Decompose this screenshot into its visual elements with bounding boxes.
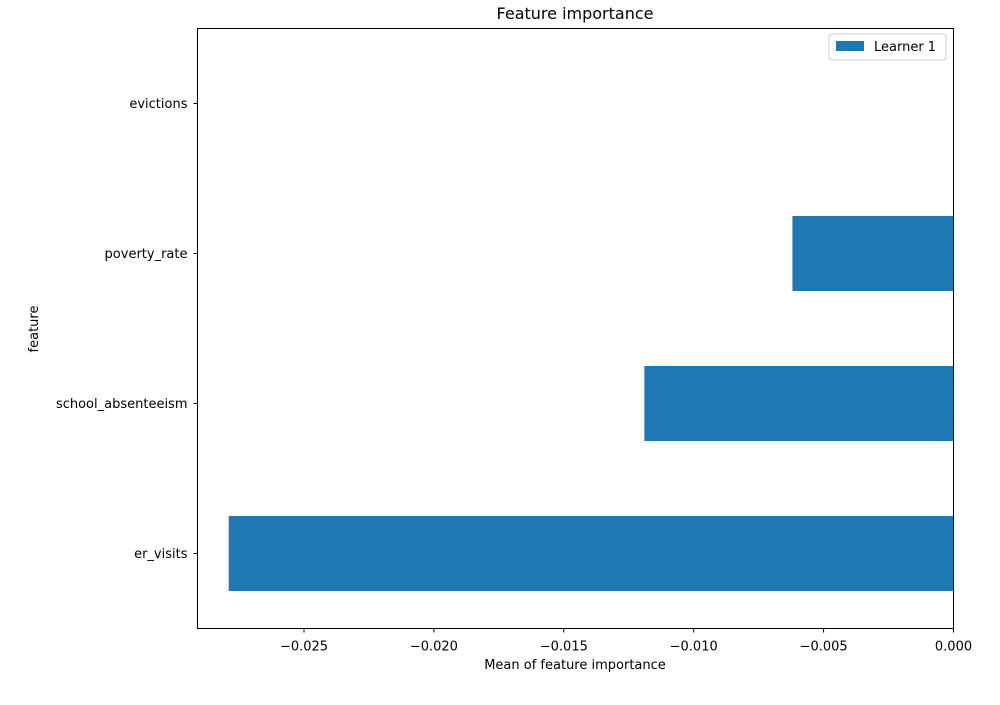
y-tick-label: evictions: [129, 97, 187, 112]
plot-area: [197, 28, 954, 629]
x-tick-label: −0.025: [280, 640, 328, 655]
bar-er_visits: [228, 516, 954, 591]
bar-poverty_rate: [792, 216, 954, 291]
x-tick-label: −0.010: [670, 640, 718, 655]
x-tick-label: −0.015: [540, 640, 588, 655]
x-tick-label: −0.020: [410, 640, 458, 655]
x-tick-label: 0.000: [935, 640, 972, 655]
y-axis-label: feature: [27, 306, 42, 353]
legend[interactable]: Learner 1: [828, 33, 947, 61]
y-tick-label: er_visits: [134, 547, 188, 562]
y-tick-label: poverty_rate: [105, 247, 188, 262]
y-tick-label: school_absenteeism: [56, 397, 188, 412]
y-axis: evictions poverty_rate school_absenteeisme…: [56, 97, 198, 562]
x-tick-label: −0.005: [800, 640, 848, 655]
bar-school_absenteeism: [644, 366, 954, 441]
legend-frame: [828, 33, 947, 61]
bars-layer: [228, 216, 954, 591]
axes-frame: [197, 28, 954, 629]
legend-swatch: [836, 41, 864, 51]
x-axis-label: Mean of feature importance: [484, 658, 666, 673]
chart-title: Feature importance: [497, 4, 654, 23]
x-axis: −0.025 −0.020 −0.015 −0.010 −0.005 0.000: [280, 628, 972, 655]
legend-label: Learner 1: [874, 40, 936, 55]
